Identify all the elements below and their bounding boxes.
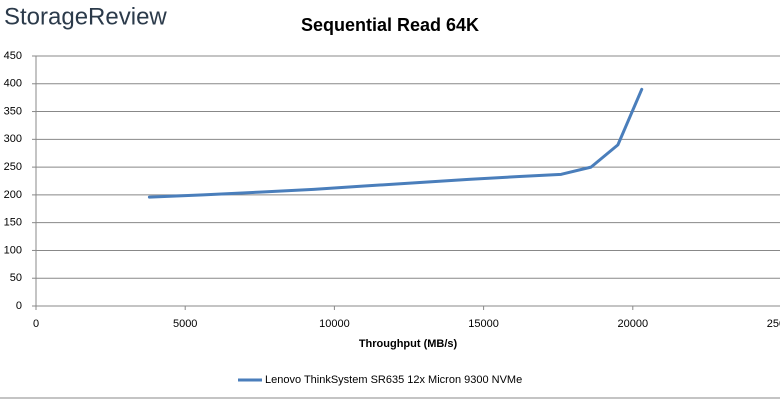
chart-title: Sequential Read 64K [301, 15, 479, 35]
y-tick-label: 100 [4, 244, 22, 256]
y-tick-label: 200 [4, 189, 22, 201]
y-tick-label: 300 [4, 133, 22, 145]
x-axis-label: Throughput (MB/s) [359, 338, 458, 350]
y-tick-label: 150 [4, 217, 22, 229]
y-tick-label: 250 [4, 161, 22, 173]
y-tick-label: 350 [4, 105, 22, 117]
series-line [147, 87, 644, 199]
brand-logo: StorageReview [4, 3, 167, 30]
x-tick-label: 15000 [468, 318, 499, 330]
legend-label: Lenovo ThinkSystem SR635 12x Micron 9300… [265, 374, 522, 386]
y-tick-label: 400 [4, 78, 22, 90]
y-tick-label: 450 [4, 50, 22, 62]
x-tick-label: 0 [33, 318, 39, 330]
y-tick-label: 50 [10, 272, 22, 284]
y-tick-label: 0 [16, 300, 22, 312]
x-tick-label: 10000 [319, 318, 350, 330]
x-tick-label: 5000 [173, 318, 197, 330]
x-tick-label: 20000 [618, 318, 649, 330]
x-tick-label: 25000 [767, 318, 780, 330]
